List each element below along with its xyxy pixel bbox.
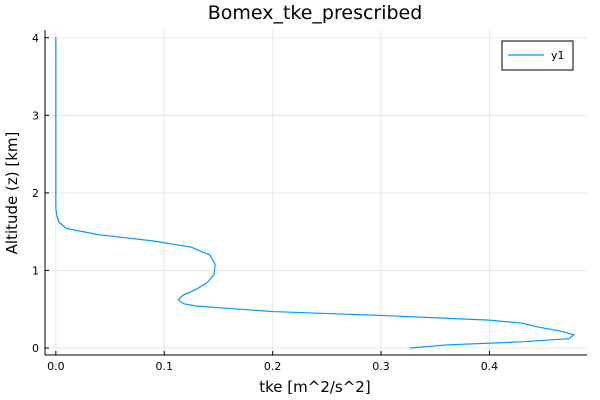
y-tick-label: 3: [32, 109, 39, 122]
y-tick-label: 2: [32, 187, 39, 200]
y-axis-label: Altitude (z) [km]: [3, 132, 21, 255]
grid: [45, 30, 587, 355]
x-axis-label: tke [m^2/s^2]: [259, 378, 370, 396]
y-tick-label: 4: [32, 32, 39, 45]
x-tick-label: 0.1: [155, 360, 173, 373]
series: [55, 37, 575, 349]
series-line-y1: [55, 37, 575, 349]
x-tick-labels: 0.0 0.1 0.2 0.3 0.4: [47, 360, 498, 373]
y-tick-label: 1: [32, 264, 39, 277]
chart-title: Bomex_tke_prescribed: [208, 2, 423, 24]
legend: y1: [501, 40, 574, 71]
x-tick-label: 0.0: [47, 360, 65, 373]
legend-series-label: y1: [551, 49, 565, 62]
y-tick-label: 0: [32, 342, 39, 355]
y-tick-labels: 0 1 2 3 4: [32, 32, 39, 355]
axes: [44, 30, 587, 356]
x-tick-label: 0.3: [372, 360, 390, 373]
x-tick-label: 0.2: [264, 360, 282, 373]
x-tick-label: 0.4: [481, 360, 499, 373]
